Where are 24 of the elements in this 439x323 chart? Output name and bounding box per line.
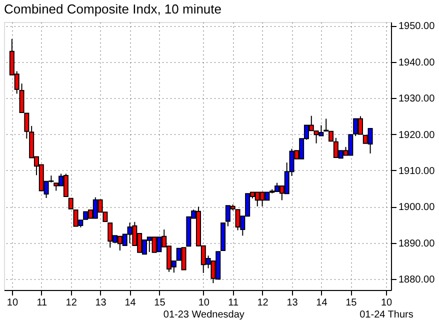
x-tick-label: 12 xyxy=(66,298,78,308)
x-tick-label: 13 xyxy=(95,298,107,308)
x-tick-label: 11 xyxy=(36,298,48,308)
x-tick-label: 10 xyxy=(198,298,210,308)
x-tick-label: 13 xyxy=(286,298,298,308)
y-tick-label: 1950.00 xyxy=(398,21,436,32)
x-tick-label: 14 xyxy=(316,298,328,308)
y-tick-label: 1910.00 xyxy=(398,166,436,177)
y-tick-label: 1920.00 xyxy=(398,130,436,141)
x-tick-label: 11 xyxy=(228,298,239,308)
x-tick-label: 15 xyxy=(346,298,358,308)
y-tick-label: 1930.00 xyxy=(398,94,436,105)
y-tick-label: 1900.00 xyxy=(398,202,436,214)
x-tick-label: 10 xyxy=(6,298,18,308)
y-tick-label: 1890.00 xyxy=(398,238,436,250)
y-tick-label: 1880.00 xyxy=(398,274,436,286)
y-tick-label: 1940.00 xyxy=(398,57,436,68)
x-tick-label: 12 xyxy=(257,298,269,308)
text: 01-24 Thurs xyxy=(360,310,414,320)
text: 01-23 Wednesday xyxy=(163,310,244,320)
x-tick-label: 14 xyxy=(124,298,136,308)
chart-title: Combined Composite Indx, 10 minute xyxy=(4,2,222,17)
candlestick xyxy=(68,198,74,210)
x-tick-label: 15 xyxy=(154,298,166,308)
